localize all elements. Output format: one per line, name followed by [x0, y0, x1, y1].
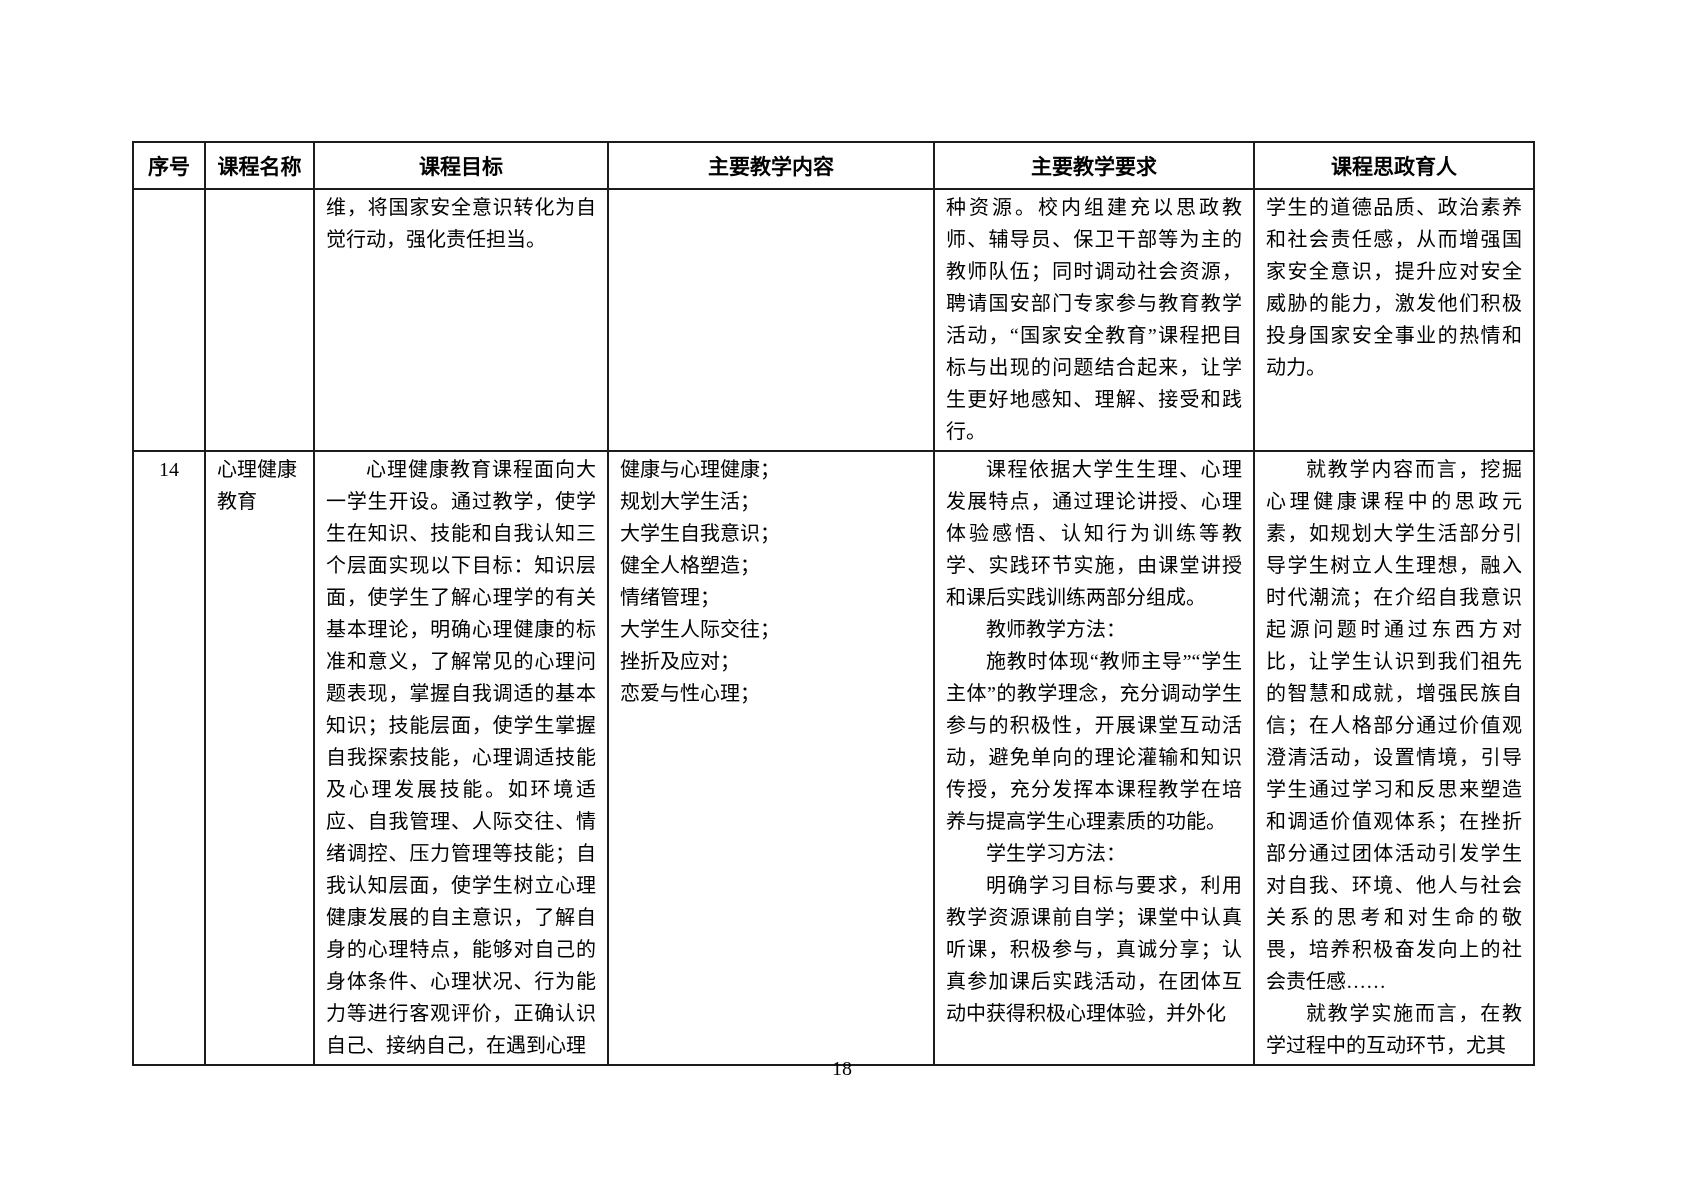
header-teaching-content: 主要教学内容 [607, 141, 935, 190]
page-number: 18 [832, 1058, 852, 1080]
requirements-paragraph: 教师教学方法： [986, 619, 1126, 641]
requirements-paragraph: 学生学习方法： [986, 843, 1126, 865]
course-table: 序号 课程名称 课程目标 主要教学内容 主要教学要求 课程思政育人 维，将国家安… [132, 141, 1535, 1066]
cell-prev-content [607, 188, 935, 452]
requirements-continuation-text: 种资源。校内组建充以思政教师、辅导员、保卫干部等为主的教师队伍；同时调动社会资源… [946, 197, 1242, 443]
table-row-continuation: 维，将国家安全意识转化为自觉行动，强化责任担当。 种资源。校内组建充以思政教师、… [132, 188, 1535, 452]
cell-14-ideology: 就教学内容而言，挖掘心理健康课程中的思政元素，如规划大学生活部分引导学生树立人生… [1253, 450, 1535, 1066]
cell-14-content: 健康与心理健康； 规划大学生活； 大学生自我意识； 健全人格塑造； 情绪管理； … [607, 450, 935, 1066]
requirements-paragraph: 施教时体现“教师主导”“学生主体”的教学理念，充分调动学生参与的积极性，开展课堂… [946, 651, 1242, 833]
objectives-continuation-text: 维，将国家安全意识转化为自觉行动，强化责任担当。 [326, 197, 596, 251]
cell-14-requirements: 课程依据大学生生理、心理发展特点，通过理论讲授、心理体验感悟、认知行为训练等教学… [933, 450, 1255, 1066]
table-row-14: 14 心理健康教育 心理健康教育课程面向大一学生开设。通过教学，使学生在知识、技… [132, 450, 1535, 1066]
cell-prev-seq [132, 188, 206, 452]
content-item: 健全人格塑造； [620, 555, 760, 577]
content-item: 情绪管理； [620, 587, 720, 609]
table-header-row: 序号 课程名称 课程目标 主要教学内容 主要教学要求 课程思政育人 [132, 141, 1535, 190]
header-seq: 序号 [132, 141, 206, 190]
cell-prev-requirements: 种资源。校内组建充以思政教师、辅导员、保卫干部等为主的教师队伍；同时调动社会资源… [933, 188, 1255, 452]
content-item: 健康与心理健康； [620, 459, 780, 481]
cell-prev-name [204, 188, 315, 452]
cell-14-objectives: 心理健康教育课程面向大一学生开设。通过教学，使学生在知识、技能和自我认知三个层面… [313, 450, 609, 1066]
objectives-paragraph: 心理健康教育课程面向大一学生开设。通过教学，使学生在知识、技能和自我认知三个层面… [326, 459, 596, 1057]
cell-14-course-name: 心理健康教育 [204, 450, 315, 1066]
header-course-name: 课程名称 [204, 141, 315, 190]
header-teaching-requirements: 主要教学要求 [933, 141, 1255, 190]
requirements-paragraph: 明确学习目标与要求，利用教学资源课前自学；课堂中认真听课，积极参与，真诚分享；认… [946, 875, 1242, 1025]
content-item: 大学生人际交往； [620, 619, 780, 641]
content-item: 恋爱与性心理； [620, 683, 760, 705]
requirements-paragraph: 课程依据大学生生理、心理发展特点，通过理论讲授、心理体验感悟、认知行为训练等教学… [946, 459, 1242, 609]
content-item: 挫折及应对； [620, 651, 740, 673]
ideology-paragraph: 就教学内容而言，挖掘心理健康课程中的思政元素，如规划大学生活部分引导学生树立人生… [1266, 459, 1522, 993]
header-ideology-education: 课程思政育人 [1253, 141, 1535, 190]
cell-prev-objectives: 维，将国家安全意识转化为自觉行动，强化责任担当。 [313, 188, 609, 452]
ideology-continuation-text: 学生的道德品质、政治素养和社会责任感，从而增强国家安全意识，提升应对安全威胁的能… [1266, 197, 1522, 379]
cell-14-seq: 14 [132, 450, 206, 1066]
header-course-objectives: 课程目标 [313, 141, 609, 190]
cell-prev-ideology: 学生的道德品质、政治素养和社会责任感，从而增强国家安全意识，提升应对安全威胁的能… [1253, 188, 1535, 452]
content-item: 规划大学生活； [620, 491, 760, 513]
ideology-paragraph: 就教学实施而言，在教学过程中的互动环节，尤其 [1266, 1003, 1522, 1057]
content-item: 大学生自我意识； [620, 523, 780, 545]
